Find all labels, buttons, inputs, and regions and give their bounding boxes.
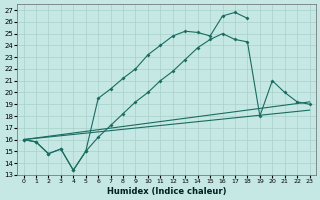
X-axis label: Humidex (Indice chaleur): Humidex (Indice chaleur) [107,187,226,196]
